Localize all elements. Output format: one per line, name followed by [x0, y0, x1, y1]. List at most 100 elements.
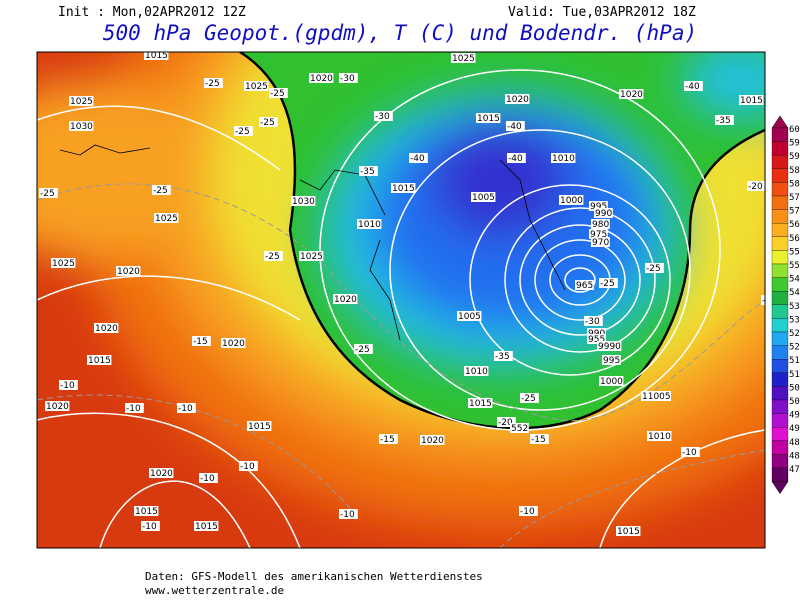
isoline-label: 990 [595, 209, 612, 219]
init-text: Init : Mon,02APR2012 12Z [58, 5, 246, 20]
isoline-label: 1020 [506, 95, 529, 105]
colorbar-cell [771, 331, 789, 346]
isoline-label: 1015 [469, 399, 492, 409]
isoline-label: 995 [590, 202, 607, 212]
label-box [591, 219, 610, 229]
isoline-label: 1015 [88, 356, 111, 366]
label-box [239, 461, 258, 471]
isoline-label: -25 [40, 189, 55, 199]
isoline-label: -35 [495, 352, 510, 362]
isoline-label: 970 [592, 238, 609, 248]
colorbar-cell [771, 209, 789, 224]
colorbar-cell [771, 386, 789, 401]
label-box [645, 263, 664, 273]
colorbar-label: 52 [789, 343, 800, 353]
isoline-label: -25 [600, 279, 615, 289]
isoline-label: -25 [205, 79, 220, 89]
colorbar-label: 53 [789, 315, 800, 325]
isoline-label: 1000 [560, 196, 583, 206]
label-box [69, 96, 94, 106]
footer-source: Daten: GFS-Modell des amerikanischen Wet… [145, 570, 483, 583]
colorbar-label: 48 [789, 451, 800, 461]
label-box [247, 421, 272, 431]
colorbar-label: 50 [789, 383, 800, 393]
label-box [471, 192, 496, 202]
isoline-label: 1010 [648, 432, 671, 442]
isoline-label: 1000 [600, 377, 623, 387]
isoline-label: 1020 [222, 339, 245, 349]
label-box [616, 526, 641, 536]
colorbar-cell [771, 141, 789, 156]
colorbar-cell [771, 195, 789, 210]
colorbar-label: 50 [789, 397, 800, 407]
isoline-label: -40 [508, 154, 523, 164]
label-box [589, 229, 608, 239]
colorbar-cell [771, 263, 789, 278]
label-box [141, 521, 160, 531]
isoline-label: -25 [355, 345, 370, 355]
label-box [339, 73, 358, 83]
isoline-label: 1020 [334, 295, 357, 305]
label-box [357, 219, 382, 229]
label-box [619, 89, 644, 99]
label-box [506, 121, 525, 131]
label-box [204, 78, 223, 88]
isoline-label: -30 [375, 112, 390, 122]
colorbar-label: 58 [789, 179, 800, 189]
isoline-label: 1020 [620, 90, 643, 100]
label-box [420, 435, 445, 445]
label-box [125, 403, 144, 413]
isoline-label: 1020 [46, 402, 69, 412]
label-box [299, 251, 324, 261]
label-box [584, 316, 603, 326]
label-box [309, 73, 334, 83]
colorbar-label: 49 [789, 424, 800, 434]
label-box [194, 521, 219, 531]
colorbar-label: 55 [789, 261, 800, 271]
isoline-label: -25 [153, 186, 168, 196]
isoline-label: 1015 [477, 114, 500, 124]
isoline-label: -25 [260, 118, 275, 128]
isoline-label: 1015 [135, 507, 158, 517]
isoline-label: -25 [521, 394, 536, 404]
label-box [641, 391, 671, 401]
label-box [87, 355, 112, 365]
colorbar-cell [771, 168, 789, 183]
isoline-label: 1030 [70, 122, 93, 132]
colorbar-label: 57 [789, 207, 800, 217]
label-box [599, 376, 624, 386]
isoline-label: 980 [592, 220, 609, 230]
colorbar-label: 58 [789, 166, 800, 176]
isoline-label: 1010 [465, 367, 488, 377]
isoline-label: -10 [60, 381, 75, 391]
colorbar-cell [771, 372, 789, 387]
colorbar-cell [771, 127, 789, 142]
label-box [468, 398, 493, 408]
colorbar-label: 51 [789, 370, 800, 380]
label-box [451, 53, 476, 63]
isoline-label: 1025 [245, 82, 268, 92]
label-box [551, 153, 576, 163]
isoline-label: -40 [410, 154, 425, 164]
label-box [116, 266, 141, 276]
isoline-label: 1020 [117, 267, 140, 277]
isoline-label: -10 [142, 522, 157, 532]
isoline-label: -10 [520, 507, 535, 517]
isoline-label: -25 [235, 127, 250, 137]
isoline-label: -35 [716, 116, 731, 126]
colorbar-cell [771, 318, 789, 333]
label-box [575, 280, 594, 290]
isoline-label: 1010 [552, 154, 575, 164]
isoline-label: 1020 [95, 324, 118, 334]
isoline-label: -10 [340, 510, 355, 520]
isoline-label: -20 [748, 182, 763, 192]
colorbar-cell [771, 345, 789, 360]
isoline-label: -10 [200, 474, 215, 484]
colorbar-label: 60 [789, 125, 800, 135]
label-box [457, 311, 482, 321]
isoline-label: -15 [380, 435, 395, 445]
colorbar-cell [771, 277, 789, 292]
label-box [51, 258, 76, 268]
label-box [374, 111, 393, 121]
